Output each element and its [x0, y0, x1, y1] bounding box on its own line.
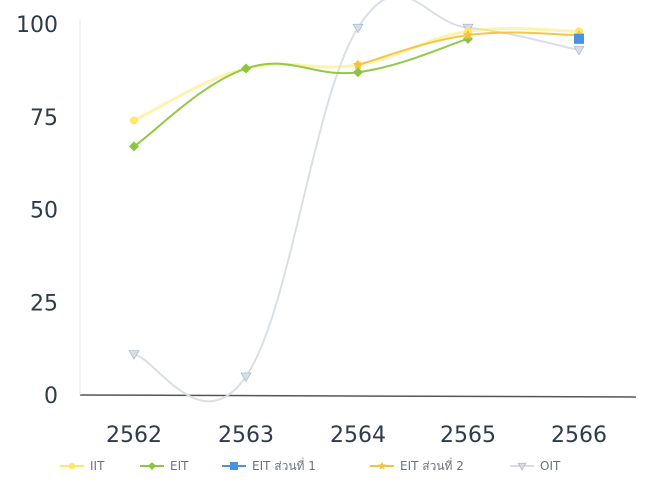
- data-point-eit-1-2: [574, 33, 584, 44]
- data-point-oit-4: [573, 46, 585, 56]
- y-tick-label: 100: [16, 13, 58, 38]
- legend-item[interactable]: IIT: [60, 459, 105, 473]
- legend-swatch-marker: [377, 461, 387, 470]
- legend-label: EIT: [170, 459, 189, 473]
- data-point-oit-4: [352, 23, 364, 34]
- legend-label: IIT: [90, 459, 105, 473]
- x-axis-ticks: 2562 2563 2564 2565 2566: [106, 423, 607, 448]
- x-tick-label: 2563: [218, 423, 274, 448]
- legend-label: OIT: [540, 459, 561, 473]
- data-point-iit-0: [130, 116, 138, 125]
- y-axis-ticks: 0 25 50 75 100: [16, 13, 58, 409]
- data-point-eit-2-3: [352, 59, 364, 70]
- y-tick-label: 0: [44, 384, 58, 409]
- legend-label: EIT ส่วนที่ 2: [400, 457, 464, 473]
- legend-item[interactable]: EIT: [140, 459, 189, 473]
- series-line-eit-1: [133, 37, 469, 148]
- legend-item[interactable]: EIT ส่วนที่ 2: [370, 457, 464, 473]
- legend-swatch-marker: [68, 462, 76, 470]
- legend-swatch-marker: [517, 462, 527, 471]
- x-tick-label: 2562: [106, 423, 162, 448]
- legend-item[interactable]: OIT: [510, 459, 561, 473]
- series-group: [128, 0, 585, 403]
- data-point-oit-4: [128, 350, 140, 360]
- legend[interactable]: IIT EIT EIT ส่วนที่ 1 EIT ส่วนที่ 2 OIT: [60, 457, 561, 473]
- x-tick-label: 2564: [330, 423, 386, 448]
- legend-swatch-marker: [148, 462, 156, 470]
- x-axis-line: [79, 394, 637, 398]
- series-line-oit-4: [133, 0, 580, 403]
- y-tick-label: 50: [30, 199, 58, 224]
- legend-swatch-marker: [230, 462, 238, 470]
- x-tick-label: 2565: [440, 423, 496, 448]
- data-point-oit-4: [240, 372, 252, 383]
- y-tick-label: 25: [30, 291, 58, 316]
- data-point-eit-1: [241, 63, 251, 74]
- legend-label: EIT ส่วนที่ 1: [252, 457, 316, 473]
- legend-item[interactable]: EIT ส่วนที่ 1: [222, 457, 316, 473]
- x-tick-label: 2566: [551, 423, 607, 448]
- y-tick-label: 75: [30, 106, 58, 131]
- data-point-eit-2-3: [462, 29, 474, 40]
- data-point-eit-1: [353, 67, 363, 78]
- data-point-eit-1: [129, 141, 139, 152]
